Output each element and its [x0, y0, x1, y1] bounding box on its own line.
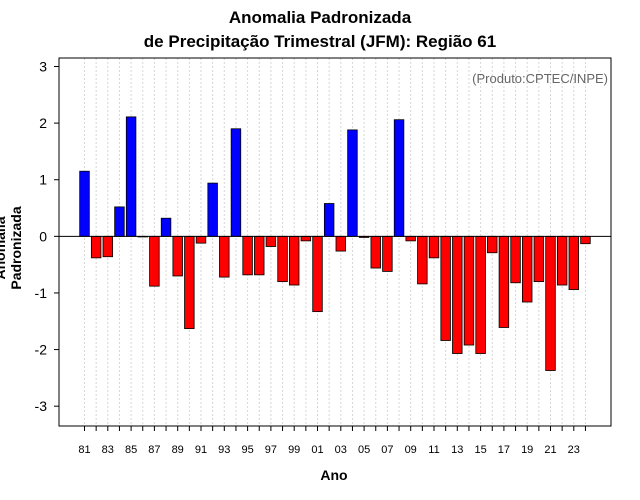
y-tick-label: -2: [35, 342, 48, 358]
x-tick-label: 21: [544, 444, 556, 456]
x-tick-label: 97: [265, 444, 277, 456]
y-tick-label: -3: [35, 398, 48, 414]
x-axis-label: Ano: [320, 467, 348, 483]
bar-1981: [79, 170, 90, 237]
bar-2013: [452, 235, 463, 354]
x-tick-label: 13: [451, 444, 463, 456]
bar-2022: [556, 235, 568, 286]
chart-subtitle: de Precipitação Trimestral (JFM): Região…: [143, 32, 497, 51]
bar-2010: [417, 235, 428, 285]
bar-1985: [125, 116, 137, 237]
bar-2016: [487, 235, 498, 254]
bar-1987: [149, 235, 160, 287]
bar-2009: [405, 235, 416, 242]
bar-2012: [440, 235, 451, 341]
bar-2020: [533, 235, 545, 283]
bar-2001: [312, 235, 323, 313]
bar-2008: [393, 119, 405, 237]
x-tick-label: 11: [428, 444, 439, 456]
x-tick-label: 01: [311, 444, 323, 456]
bar-1983: [102, 235, 114, 258]
bar-1996: [254, 235, 265, 276]
y-tick-label: 2: [39, 115, 47, 131]
bar-2004: [347, 129, 358, 237]
bar-1998: [277, 235, 288, 283]
x-tick-label: 93: [218, 444, 230, 456]
x-tick-label: 05: [358, 444, 370, 456]
bar-1995: [242, 235, 253, 276]
bar-2006: [370, 235, 381, 269]
x-tick-label: 95: [241, 444, 253, 456]
x-tick-label: 03: [335, 444, 347, 456]
x-tick-label: 17: [498, 444, 510, 456]
x-tick-label: 07: [381, 444, 393, 456]
bar-1988: [160, 217, 172, 237]
y-tick-label: -1: [35, 285, 48, 301]
bar-2014: [463, 235, 475, 346]
bar-2023: [568, 235, 580, 290]
chart-title: Anomalia Padronizada: [228, 8, 412, 27]
x-tick-label: 91: [195, 444, 207, 456]
x-tick-label: 85: [125, 444, 137, 456]
bar-2021: [545, 235, 556, 371]
bar-2015: [475, 235, 486, 354]
bar-2007: [382, 235, 393, 272]
bar-1993: [219, 235, 230, 278]
bar-1991: [195, 235, 207, 244]
y-tick-label: 3: [39, 58, 47, 74]
x-tick-label: 19: [521, 444, 533, 456]
x-tick-label: 81: [78, 444, 90, 456]
y-tick-label: 1: [39, 172, 47, 188]
bar-2011: [428, 235, 440, 259]
bar-1989: [172, 235, 183, 277]
bar-2019: [522, 235, 533, 303]
x-tick-label: 83: [102, 444, 114, 456]
bar-1990: [184, 235, 195, 330]
x-tick-label: 89: [172, 444, 184, 456]
bar-1984: [114, 206, 125, 237]
bar-2017: [498, 235, 510, 328]
bar-2024: [580, 235, 591, 245]
plot-frame: [58, 57, 612, 427]
bar-1992: [207, 182, 218, 237]
bar-1997: [265, 235, 277, 247]
bar-2000: [300, 235, 312, 242]
product-credit: (Produto:CPTEC/INPE): [472, 71, 608, 86]
bar-1999: [288, 235, 300, 286]
bar-2002: [323, 203, 335, 237]
bar-2003: [335, 235, 347, 252]
x-tick-label: 23: [568, 444, 580, 456]
y-tick-label: 0: [39, 228, 47, 244]
x-tick-label: 09: [405, 444, 417, 456]
bar-1994: [230, 128, 242, 237]
bar-2018: [510, 235, 521, 284]
y-axis-label: Anomalia Padronizada: [0, 206, 24, 290]
x-tick-label: 99: [288, 444, 300, 456]
x-tick-label: 87: [148, 444, 160, 456]
bar-1982: [90, 235, 102, 259]
x-tick-label: 15: [474, 444, 486, 456]
